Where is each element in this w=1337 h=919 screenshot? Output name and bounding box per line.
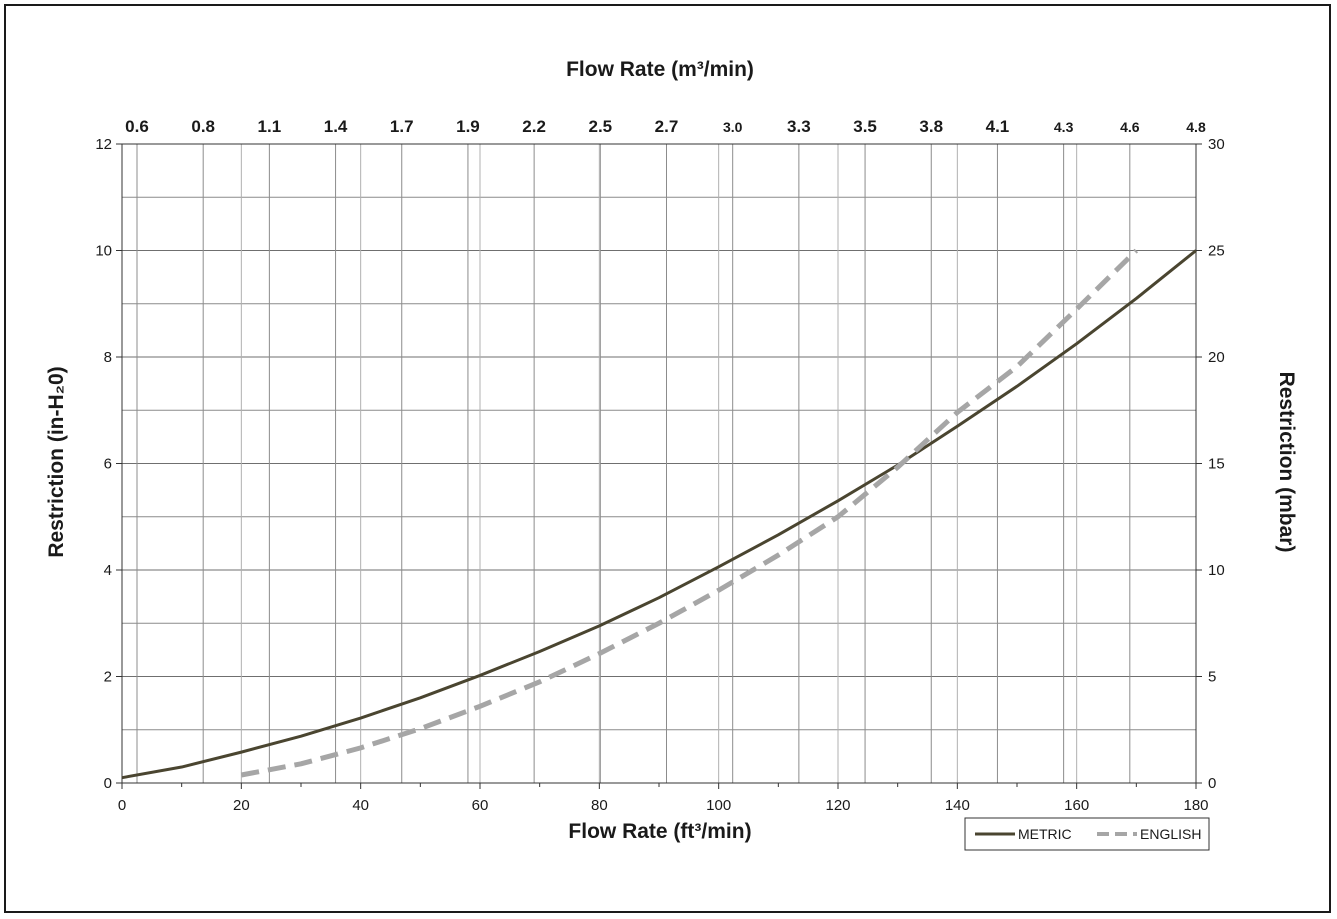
y-tick-label: 4 xyxy=(104,562,112,579)
y2-axis-title: Restriction (mbar) xyxy=(1275,372,1298,553)
top-tick-label: 0.8 xyxy=(191,117,215,136)
top-tick-label: 1.1 xyxy=(258,117,282,136)
y-tick-label: 10 xyxy=(95,243,112,260)
top-axis-title: Flow Rate (m³/min) xyxy=(566,58,754,81)
x-tick-label: 40 xyxy=(352,797,369,814)
y2-tick-label: 15 xyxy=(1208,456,1225,473)
top-tick-label: 3.5 xyxy=(853,117,877,136)
top-tick-label: 4.8 xyxy=(1186,119,1206,135)
y2-tick-label: 25 xyxy=(1208,243,1225,260)
x-tick-label: 120 xyxy=(825,797,850,814)
series-line-metric xyxy=(121,249,1197,780)
x-tick-label: 140 xyxy=(945,797,970,814)
top-tick-label: 3.0 xyxy=(723,119,743,135)
x-tick-label: 80 xyxy=(591,797,608,814)
top-tick-label: 3.8 xyxy=(919,117,943,136)
x-tick-label: 60 xyxy=(472,797,489,814)
legend: METRIC ENGLISH xyxy=(964,817,1210,851)
y-axis-title: Restriction (in-H₂0) xyxy=(45,366,68,557)
top-tick-label: 3.3 xyxy=(787,117,811,136)
x-tick-label: 180 xyxy=(1183,797,1208,814)
top-tick-label: 1.7 xyxy=(390,117,414,136)
x-tick-label: 20 xyxy=(233,797,250,814)
top-tick-label: 4.3 xyxy=(1054,119,1074,135)
legend-metric-label: METRIC xyxy=(1018,826,1072,842)
x-tick-label: 160 xyxy=(1064,797,1089,814)
x-tick-label: 100 xyxy=(706,797,731,814)
x-tick-label: 0 xyxy=(118,797,126,814)
y2-tick-label: 10 xyxy=(1208,562,1225,579)
top-tick-label: 4.1 xyxy=(986,117,1010,136)
y-tick-label: 6 xyxy=(104,456,112,473)
top-tick-label: 1.9 xyxy=(456,117,480,136)
y2-tick-label: 30 xyxy=(1208,136,1225,153)
series-line-english xyxy=(240,248,1139,778)
y-tick-label: 12 xyxy=(95,136,112,153)
y2-tick-label: 0 xyxy=(1208,775,1216,792)
legend-english-label: ENGLISH xyxy=(1140,826,1201,842)
y-tick-label: 2 xyxy=(104,669,112,686)
top-tick-label: 1.4 xyxy=(324,117,348,136)
top-tick-label: 2.5 xyxy=(588,117,612,136)
y2-tick-label: 5 xyxy=(1208,669,1216,686)
y-tick-label: 8 xyxy=(104,349,112,366)
x-axis-title: Flow Rate (ft³/min) xyxy=(568,820,751,843)
top-tick-label: 0.6 xyxy=(125,117,149,136)
top-tick-label: 4.6 xyxy=(1120,119,1140,135)
top-tick-label: 2.2 xyxy=(522,117,546,136)
y2-tick-label: 20 xyxy=(1208,349,1225,366)
data-series xyxy=(121,248,1197,780)
tick-labels: 0 20 40 60 80 100 120 140 160 1800246810120510152… xyxy=(95,117,1224,814)
y-tick-label: 0 xyxy=(104,775,112,792)
top-tick-label: 2.7 xyxy=(655,117,679,136)
grid-lines xyxy=(122,144,1197,783)
chart-frame xyxy=(4,4,1331,913)
